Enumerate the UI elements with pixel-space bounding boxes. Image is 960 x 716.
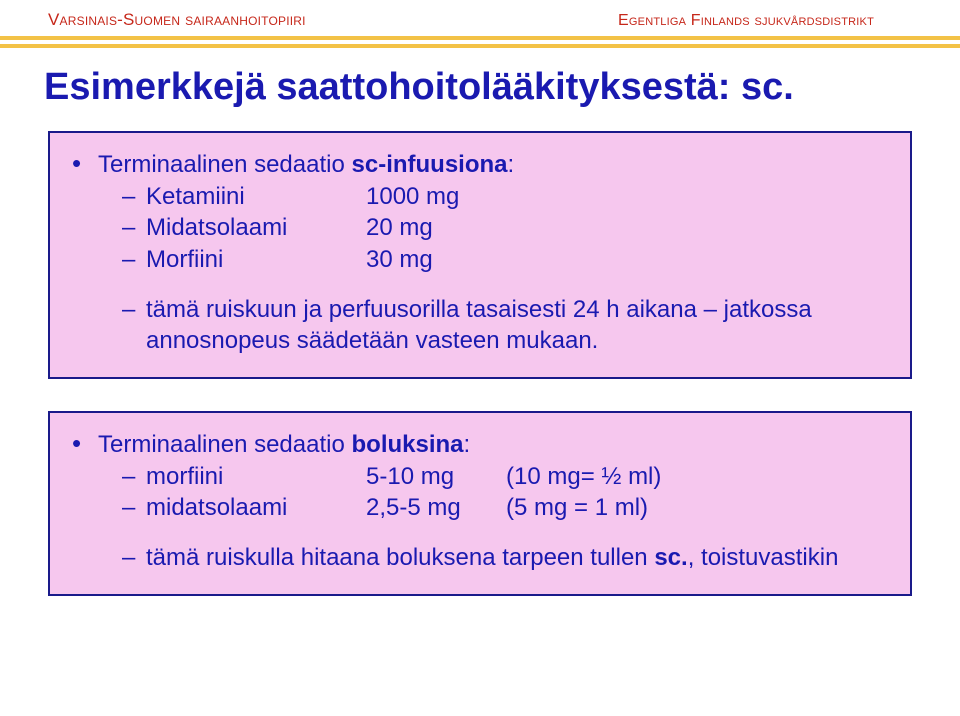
dash-icon: –	[122, 294, 146, 357]
card2-note-bold: sc.	[654, 544, 687, 571]
card1-row-0: – Ketamiini 1000 mg	[122, 181, 888, 213]
card2-lead-post: :	[464, 431, 471, 458]
card-bolus: • Terminaalinen sedaatio boluksina: – mo…	[48, 411, 912, 596]
dash-icon: –	[122, 461, 146, 493]
card2-row-0-extra: (10 mg= ½ ml)	[506, 461, 888, 493]
card1-lead: • Terminaalinen sedaatio sc-infuusiona:	[72, 149, 888, 181]
header-left-org: Varsinais-Suomen sairaanhoitopiiri	[48, 10, 306, 30]
card1-row-1: – Midatsolaami 20 mg	[122, 212, 888, 244]
card2-row-1-extra: (5 mg = 1 ml)	[506, 492, 888, 524]
card2-row-0-value: 5-10 mg	[366, 461, 506, 493]
header-divider-bottom	[0, 44, 960, 48]
card1-note-text: tämä ruiskuun ja perfuusorilla tasaisest…	[146, 294, 888, 357]
card2-row-0-label: morfiini	[146, 461, 366, 493]
dash-icon: –	[122, 244, 146, 276]
card1-lead-post: :	[508, 151, 515, 178]
dash-icon: –	[122, 181, 146, 213]
card1-note: – tämä ruiskuun ja perfuusorilla tasaise…	[122, 294, 888, 357]
card2-lead-bold: boluksina	[352, 431, 464, 458]
header-right-org: Egentliga Finlands sjukvårdsdistrikt	[618, 12, 874, 30]
card2-lead-pre: Terminaalinen sedaatio	[98, 431, 352, 458]
card1-row-0-label: Ketamiini	[146, 181, 366, 213]
card1-lead-pre: Terminaalinen sedaatio	[98, 151, 352, 178]
card1-row-1-value: 20 mg	[366, 212, 506, 244]
card2-note-pre: tämä ruiskulla hitaana boluksena tarpeen…	[146, 544, 654, 571]
card1-row-1-label: Midatsolaami	[146, 212, 366, 244]
header-divider-top	[0, 36, 960, 40]
card2-row-1-value: 2,5-5 mg	[366, 492, 506, 524]
page-title: Esimerkkejä saattohoitolääkityksestä: sc…	[44, 66, 960, 109]
card-sc-infusion: • Terminaalinen sedaatio sc-infuusiona: …	[48, 131, 912, 379]
card2-row-0: – morfiini 5-10 mg (10 mg= ½ ml)	[122, 461, 888, 493]
card1-row-2-label: Morfiini	[146, 244, 366, 276]
card2-row-1: – midatsolaami 2,5-5 mg (5 mg = 1 ml)	[122, 492, 888, 524]
card1-row-0-value: 1000 mg	[366, 181, 506, 213]
dash-icon: –	[122, 492, 146, 524]
card2-note: – tämä ruiskulla hitaana boluksena tarpe…	[122, 542, 888, 574]
slide-header: Varsinais-Suomen sairaanhoitopiiri Egent…	[0, 0, 960, 46]
dash-icon: –	[122, 542, 146, 574]
card1-lead-bold: sc-infuusiona	[352, 151, 508, 178]
card2-note-post: , toistuvastikin	[688, 544, 839, 571]
card1-row-2: – Morfiini 30 mg	[122, 244, 888, 276]
card2-lead: • Terminaalinen sedaatio boluksina:	[72, 429, 888, 461]
bullet-dot-icon: •	[72, 149, 98, 178]
card1-row-2-value: 30 mg	[366, 244, 506, 276]
dash-icon: –	[122, 212, 146, 244]
card2-row-1-label: midatsolaami	[146, 492, 366, 524]
bullet-dot-icon: •	[72, 429, 98, 458]
